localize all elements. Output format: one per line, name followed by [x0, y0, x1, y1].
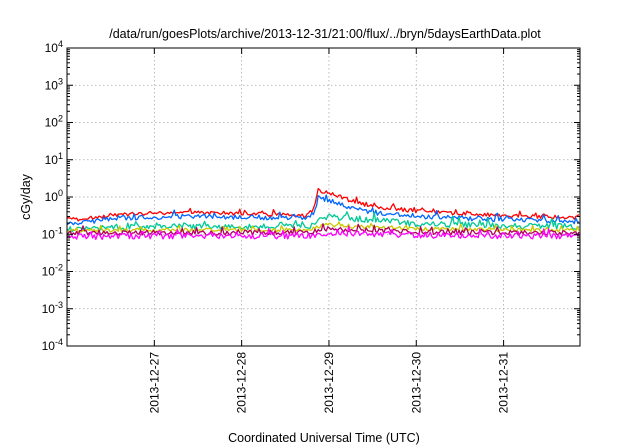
y-tick-base: 10 — [45, 153, 59, 167]
series-line — [66, 225, 580, 241]
ticks-layer: 10-410-310-210-11001011021031042013-12-2… — [42, 39, 580, 413]
y-tick-exponent: 0 — [58, 188, 63, 198]
y-axis-label: cGy/day — [19, 173, 33, 220]
x-tick-label: 2013-12-30 — [409, 352, 423, 414]
y-tick-label: 10-1 — [42, 225, 63, 241]
chart-title: /data/run/goesPlots/archive/2013-12-31/2… — [109, 27, 541, 41]
y-tick-exponent: 4 — [58, 39, 63, 49]
x-tick-label: 2013-12-31 — [497, 352, 511, 414]
y-tick-exponent: 2 — [58, 114, 63, 124]
y-tick-base: 10 — [45, 190, 59, 204]
y-tick-label: 103 — [45, 76, 63, 92]
series-line — [66, 194, 580, 226]
y-tick-exponent: -2 — [55, 263, 63, 273]
y-tick-base: 10 — [42, 339, 56, 353]
y-tick-base: 10 — [45, 116, 59, 130]
y-tick-exponent: -4 — [55, 337, 63, 347]
y-tick-exponent: 1 — [58, 151, 63, 161]
y-tick-exponent: 3 — [58, 76, 63, 86]
series-line — [66, 187, 580, 222]
y-tick-label: 101 — [45, 151, 63, 167]
y-tick-label: 102 — [45, 114, 63, 130]
y-tick-base: 10 — [42, 302, 56, 316]
y-tick-base: 10 — [45, 78, 59, 92]
y-tick-label: 104 — [45, 39, 63, 55]
y-tick-exponent: -3 — [55, 300, 63, 310]
x-tick-label: 2013-12-29 — [322, 352, 336, 414]
y-tick-base: 10 — [42, 227, 56, 241]
series-line — [66, 223, 580, 236]
series-line — [66, 211, 580, 233]
y-tick-exponent: -1 — [55, 225, 63, 235]
y-tick-label: 10-4 — [42, 337, 63, 353]
x-tick-label: 2013-12-28 — [235, 352, 249, 414]
y-tick-label: 100 — [45, 188, 63, 204]
y-tick-label: 10-2 — [42, 263, 63, 279]
y-tick-base: 10 — [42, 265, 56, 279]
x-axis-label: Coordinated Universal Time (UTC) — [228, 431, 420, 445]
y-tick-base: 10 — [45, 41, 59, 55]
y-tick-label: 10-3 — [42, 300, 63, 316]
series-layer — [66, 187, 580, 241]
x-tick-label: 2013-12-27 — [147, 352, 161, 414]
